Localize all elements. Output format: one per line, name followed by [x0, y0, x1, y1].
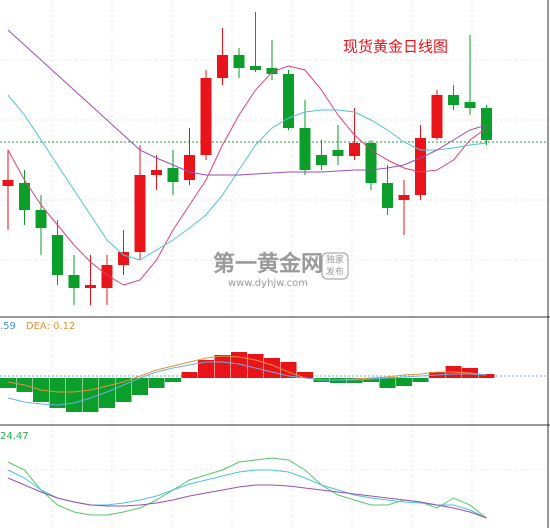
candle-body: [200, 78, 212, 155]
indicator-line: [7, 94, 487, 261]
candle-body: [382, 183, 393, 208]
candle-body: [85, 285, 96, 288]
macd-bar: [148, 378, 165, 388]
candle-body: [134, 175, 146, 252]
macd-bar: [181, 372, 198, 378]
macd-bar: [82, 378, 99, 412]
candle-body: [316, 155, 327, 165]
candle-body: [283, 74, 294, 128]
macd-bar: [115, 378, 132, 402]
indicator-line: [7, 469, 487, 519]
watermark-title: 第一黄金网: [213, 251, 323, 277]
watermark: 第一黄金网 www.dyhjw.com 独家 发布: [213, 251, 349, 289]
indicator-label: DEA: 0.12: [26, 321, 76, 332]
candle-body: [151, 170, 162, 175]
candle-body: [250, 66, 261, 70]
chart-title: 现货黄金日线图: [343, 38, 448, 56]
candle-body: [299, 128, 311, 170]
candle-body: [464, 102, 476, 108]
indicator-line: [7, 477, 487, 519]
indicator-line: [7, 65, 487, 286]
candle-body: [184, 155, 195, 180]
candle-body: [481, 108, 492, 140]
indicator-label: .59: [0, 321, 16, 332]
macd-bar: [264, 358, 280, 378]
candle-body: [448, 95, 459, 105]
candle-body: [217, 55, 228, 78]
candle-body: [68, 275, 80, 288]
indicator-line: [7, 361, 487, 406]
candle-body: [2, 180, 14, 186]
candle-body: [167, 168, 179, 182]
macd-bar: [297, 372, 313, 378]
candle-body: [398, 195, 410, 200]
macd-bar: [214, 355, 231, 378]
indicator-line: [7, 457, 487, 519]
candle-body: [233, 55, 245, 68]
candle-body: [415, 138, 426, 195]
macd-bar: [99, 378, 115, 408]
indicator-label: 24.47: [0, 431, 29, 442]
candle-body: [52, 235, 63, 275]
candle-body: [431, 95, 443, 138]
macd-bar: [247, 354, 264, 378]
candle-body: [19, 183, 30, 210]
macd-bar: [0, 378, 16, 388]
macd-bar: [132, 378, 148, 395]
macd-bar: [412, 378, 429, 382]
macd-bar: [280, 362, 297, 378]
indicator-line: [7, 355, 487, 393]
indicator-line: [7, 29, 487, 176]
candle-body: [101, 265, 113, 288]
macd-bar: [165, 378, 181, 382]
macd-bar: [49, 378, 66, 408]
candle-body: [349, 143, 360, 156]
macd-bar: [478, 374, 495, 378]
candle-body: [266, 68, 278, 74]
candle-body: [118, 252, 129, 265]
macd-bar: [379, 378, 396, 388]
macd-bar: [231, 352, 247, 378]
watermark-url: www.dyhjw.com: [228, 278, 308, 289]
badge-text: 发布: [326, 266, 344, 278]
candle-body: [35, 210, 47, 228]
badge-text: 独家: [326, 254, 344, 266]
candle-body: [332, 150, 344, 156]
macd-bar: [363, 378, 379, 382]
macd-bar: [198, 360, 214, 378]
candle-body: [365, 143, 377, 183]
macd-bar: [396, 378, 412, 386]
badge: [321, 252, 349, 280]
macd-bar: [66, 378, 82, 412]
